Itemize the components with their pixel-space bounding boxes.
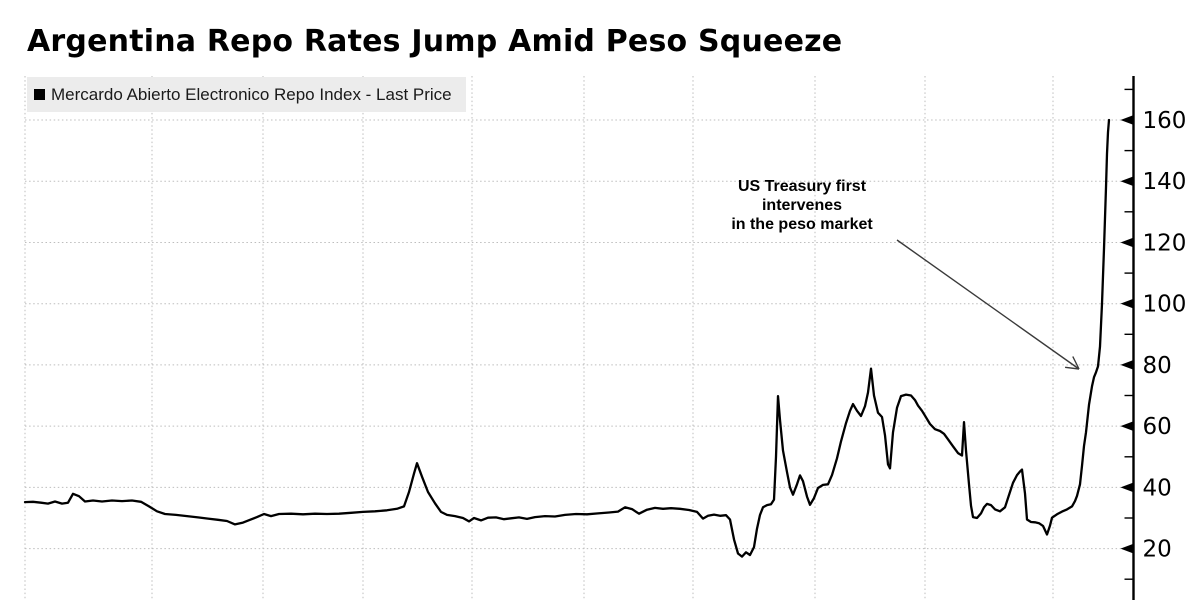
legend-swatch-icon (34, 89, 45, 100)
price-line (23, 118, 1111, 558)
y-tick-major (1120, 115, 1133, 125)
y-tick-major (1120, 176, 1133, 186)
y-gridlines (25, 119, 1134, 550)
y-tick-major (1120, 544, 1133, 554)
arrow-shaft (896, 239, 1080, 370)
chart-title: Argentina Repo Rates Jump Amid Peso Sque… (27, 24, 843, 59)
y-tick-label: 100 (1143, 292, 1187, 318)
y-tick-label: 120 (1143, 230, 1187, 256)
annotation-line-1: US Treasury first (737, 178, 867, 195)
arrow-head-icon (1065, 366, 1080, 370)
y-tick-label: 140 (1143, 169, 1187, 195)
y-tick-major (1120, 237, 1133, 247)
y-ticks: 20 40 60 80 100 120 140 160 (1120, 88, 1187, 580)
x-gridlines (24, 76, 1054, 600)
annotation-line-2: intervenes (761, 197, 843, 214)
y-tick-major (1120, 299, 1133, 309)
y-tick-label: 20 (1143, 537, 1172, 563)
y-tick-label: 160 (1143, 108, 1187, 134)
y-tick-label: 60 (1143, 414, 1172, 440)
annotation-us-treasury: US Treasury first intervenes in the peso… (652, 177, 952, 234)
legend: Mercardo Abierto Electronico Repo Index … (27, 77, 466, 112)
y-tick-major (1120, 360, 1133, 370)
y-tick-major (1120, 421, 1133, 431)
legend-label: Mercardo Abierto Electronico Repo Index … (51, 84, 452, 104)
annotation-arrow (896, 239, 1080, 370)
arrow-head-icon (1072, 356, 1080, 370)
y-tick-label: 40 (1143, 475, 1172, 501)
annotation-line-3: in the peso market (731, 216, 873, 233)
y-tick-label: 80 (1143, 353, 1172, 379)
y-tick-major (1120, 482, 1133, 492)
